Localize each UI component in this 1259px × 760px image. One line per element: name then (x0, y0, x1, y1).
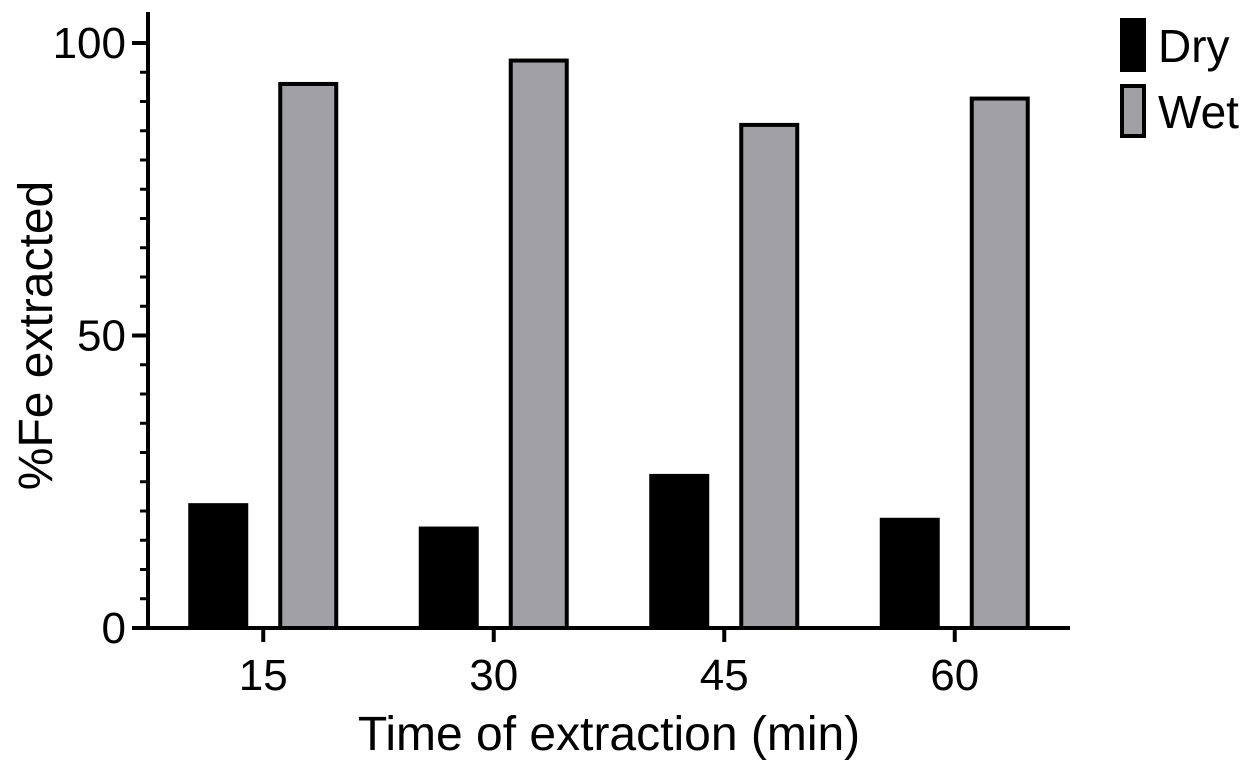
bar-dry-30 (418, 526, 479, 630)
x-axis-title: Time of extraction (min) (358, 708, 860, 760)
x-tick-label: 30 (469, 651, 518, 700)
y-tick-label: 50 (77, 312, 126, 361)
legend: Dry Wet (1120, 18, 1239, 138)
legend-label-wet: Wet (1158, 86, 1239, 138)
x-ticks (261, 628, 957, 642)
x-tick-label: 15 (239, 651, 288, 700)
bar-dry-45 (649, 473, 710, 630)
x-tick-label: 60 (930, 651, 979, 700)
bar-wet-45 (739, 122, 800, 631)
y-major-ticks (132, 41, 148, 630)
bar-wet-30 (508, 58, 569, 631)
tick-labels: 0 50 100 15 30 45 60 (53, 19, 980, 700)
y-minor-ticks (140, 70, 148, 601)
legend-label-dry: Dry (1158, 20, 1230, 72)
legend-swatch-wet (1120, 84, 1146, 138)
y-axis-title: %Fe extracted (10, 181, 63, 490)
y-tick-label: 100 (53, 19, 126, 68)
bar-dry-15 (188, 503, 249, 630)
bar-wet-15 (278, 81, 339, 630)
bars (188, 58, 1030, 631)
y-tick-label: 0 (102, 604, 126, 653)
bar-wet-60 (969, 96, 1030, 630)
legend-swatch-dry (1120, 18, 1146, 72)
x-tick-label: 45 (700, 651, 749, 700)
bar-dry-60 (879, 517, 940, 631)
